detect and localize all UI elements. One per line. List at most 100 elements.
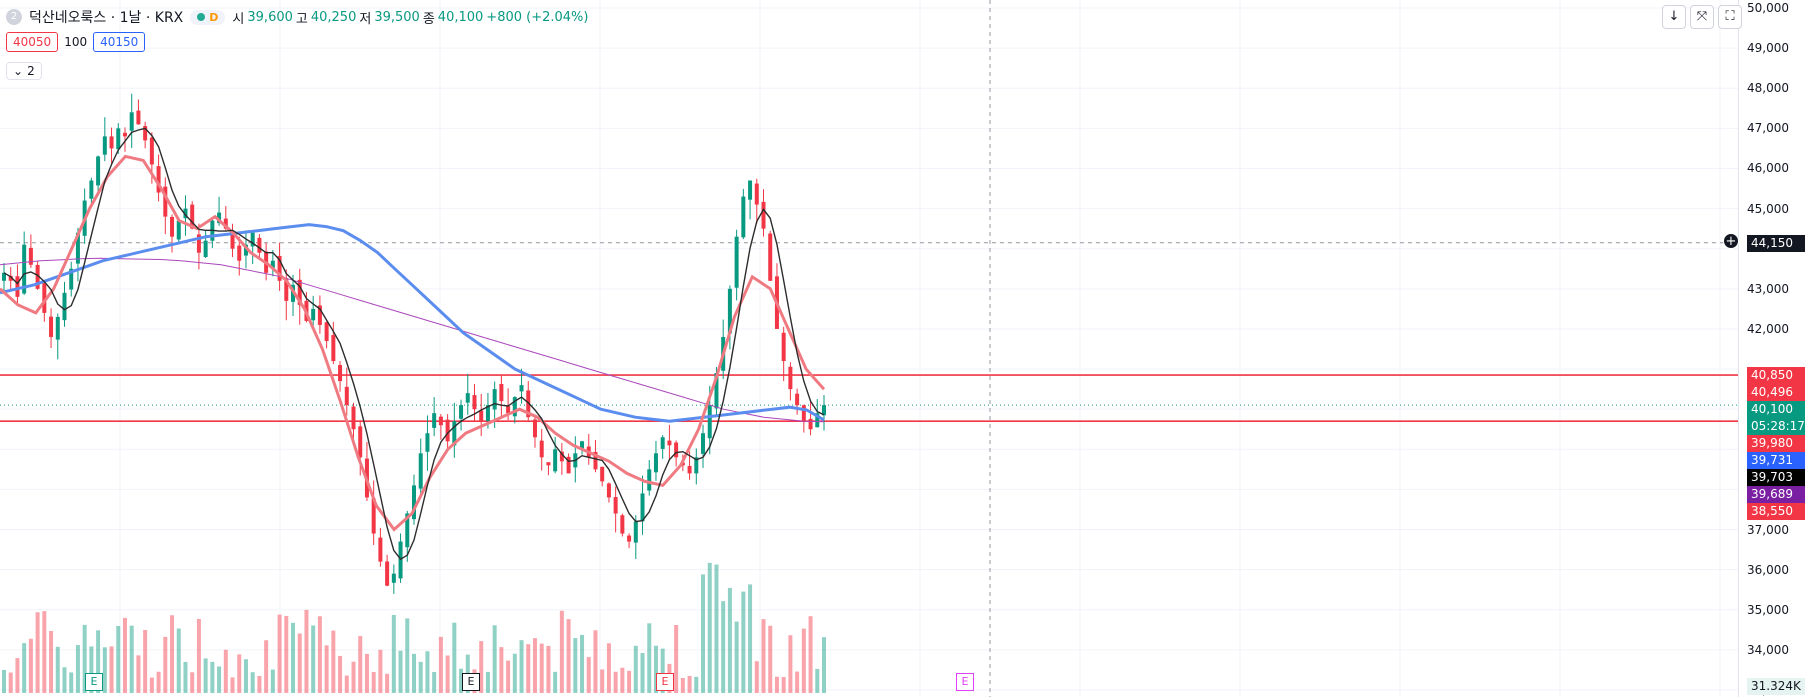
volume-bar	[425, 651, 430, 693]
price-tick-label: 43,000	[1747, 281, 1789, 296]
volume-bar	[721, 601, 726, 693]
candle-body	[647, 469, 652, 491]
sell-button[interactable]: 40050	[6, 32, 59, 52]
volume-bar	[707, 562, 712, 693]
price-tick-label: 47,000	[1747, 121, 1789, 136]
volume-bar	[553, 671, 558, 693]
candle-body	[122, 132, 127, 137]
volume-bar	[761, 619, 766, 693]
candle-body	[499, 384, 504, 402]
volume-bar	[331, 630, 336, 693]
volume-bar	[378, 649, 383, 693]
candle-body	[129, 112, 134, 131]
volume-bar	[438, 636, 443, 693]
volume-bar	[734, 621, 739, 693]
candle-body	[822, 405, 826, 416]
low-value: 39,500	[374, 9, 420, 25]
open-key: 시	[232, 11, 245, 27]
volume-bar	[257, 675, 262, 693]
candle-body	[257, 237, 262, 253]
candle-body	[559, 451, 564, 462]
add-alert-plus-icon[interactable]: +	[1723, 233, 1739, 249]
candle-body	[701, 433, 706, 454]
volume-bar	[808, 616, 813, 693]
earnings-marker[interactable]: E	[462, 673, 480, 691]
candle-body	[754, 183, 759, 205]
price-tag: 05:28:17	[1747, 418, 1805, 436]
volume-bar	[203, 658, 208, 693]
volume-bar	[499, 647, 504, 693]
price-scale[interactable]: 50,000 49,000 48,000 47,000 46,000 45,000 43,0…	[1738, 0, 1805, 697]
candle-body	[465, 393, 470, 403]
buy-button[interactable]: 40150	[93, 32, 146, 52]
volume-bar	[270, 669, 275, 693]
candle-body	[741, 196, 746, 238]
candle-body	[761, 201, 766, 229]
candle-body	[479, 410, 484, 422]
price-chart[interactable]	[0, 0, 1738, 697]
volume-bar	[687, 675, 692, 693]
volume-bar	[116, 625, 121, 693]
candle-body	[485, 405, 490, 421]
candle-body	[385, 561, 390, 586]
volume-bar	[459, 668, 464, 693]
volume-bar	[674, 625, 679, 693]
candle-body	[620, 515, 625, 534]
candle-body	[727, 288, 732, 334]
candle-body	[96, 156, 101, 186]
candle-body	[28, 247, 33, 265]
price-tag: 39,980	[1747, 435, 1805, 453]
candle-body	[795, 393, 800, 406]
volume-bar	[539, 643, 544, 693]
indicators-toggle[interactable]: ⌄ 2	[6, 62, 42, 80]
volume-bar	[75, 645, 80, 693]
candle-body	[660, 437, 665, 449]
candle-body	[338, 365, 343, 382]
volume-bar	[741, 591, 746, 693]
candle-body	[781, 332, 786, 362]
maximize-icon[interactable]: ⛶	[1718, 5, 1742, 29]
volume-bar	[653, 645, 658, 693]
volume-bar	[566, 619, 571, 693]
candle-body	[452, 421, 457, 446]
volume-bar	[788, 635, 793, 693]
candle-body	[49, 316, 54, 337]
volume-bar	[768, 625, 773, 693]
candle-body	[714, 373, 719, 409]
candle-body	[217, 212, 222, 224]
candle-body	[250, 232, 255, 247]
volume-bar	[606, 643, 611, 693]
volume-bar	[613, 671, 618, 693]
high-key: 고	[295, 11, 308, 27]
volume-bar	[418, 661, 423, 693]
price-tick-label: 35,000	[1747, 602, 1789, 617]
candle-body	[109, 136, 114, 149]
ma-line-purple	[0, 257, 825, 423]
chart-toolbar: ↓ ⤧ ⛶	[1662, 5, 1742, 29]
volume-bar	[801, 628, 806, 693]
earnings-marker[interactable]: E	[956, 673, 974, 691]
candle-body	[768, 233, 773, 281]
symbol-title[interactable]: 덕산네오룩스 · 1날 · KRX	[29, 10, 184, 26]
earnings-marker[interactable]: E	[85, 673, 103, 691]
earnings-marker[interactable]: E	[656, 673, 674, 691]
volume-bar	[28, 638, 33, 693]
volume-bar	[694, 676, 699, 693]
volume-bar	[781, 677, 786, 693]
chart-area[interactable]	[0, 0, 1738, 697]
order-row: 40050 100 40150	[6, 32, 146, 52]
volume-bar	[15, 658, 20, 693]
volume-bar	[42, 611, 47, 693]
candle-body	[183, 208, 188, 219]
candle-body	[405, 513, 410, 548]
scroll-down-icon[interactable]: ↓	[1662, 5, 1686, 29]
volume-bar	[573, 638, 578, 693]
volume-bar	[492, 625, 497, 693]
candle-body	[788, 366, 793, 390]
volume-bar	[633, 645, 638, 693]
candle-body	[687, 465, 692, 474]
close-key: 종	[422, 11, 435, 27]
market-status[interactable]: D	[190, 9, 226, 25]
collapse-icon[interactable]: ⤧	[1690, 5, 1714, 29]
